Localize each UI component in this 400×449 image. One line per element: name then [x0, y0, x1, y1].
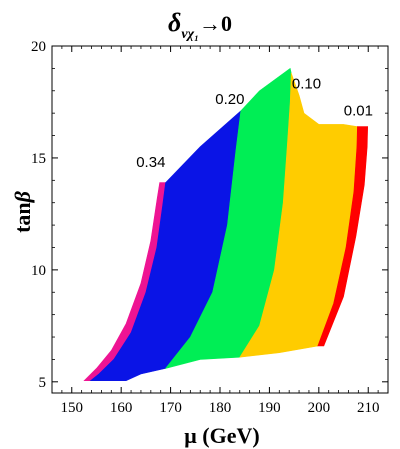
x-axis-title: μ (GeV) [184, 423, 259, 448]
annotations: 0.34 0.20 0.10 0.01 [136, 76, 373, 171]
y-tick-label: 5 [39, 375, 47, 391]
x-tick-label: 160 [110, 400, 133, 416]
region-blue [89, 110, 242, 382]
y-axis-ticks: 5 10 15 20 [31, 39, 388, 391]
y-axis-title: tanβ [10, 190, 35, 233]
x-tick-label: 150 [61, 400, 84, 416]
x-tick-label: 180 [209, 400, 232, 416]
x-tick-label: 210 [357, 400, 380, 416]
contour-label: 0.34 [136, 154, 165, 171]
contour-label: 0.01 [344, 102, 373, 119]
regions-layer [83, 67, 369, 382]
x-tick-label: 190 [258, 400, 281, 416]
chart-title: δνχ₁→0 [168, 8, 232, 42]
x-tick-label: 200 [308, 400, 331, 416]
x-axis-ticks: 150 160 170 180 190 200 210 [51, 46, 389, 416]
y-tick-label: 20 [31, 39, 46, 55]
y-tick-label: 10 [31, 263, 46, 279]
region-red [317, 126, 369, 347]
contour-label: 0.20 [215, 91, 244, 108]
y-tick-label: 15 [31, 151, 46, 167]
x-tick-label: 170 [159, 400, 182, 416]
contour-label: 0.10 [292, 76, 321, 93]
